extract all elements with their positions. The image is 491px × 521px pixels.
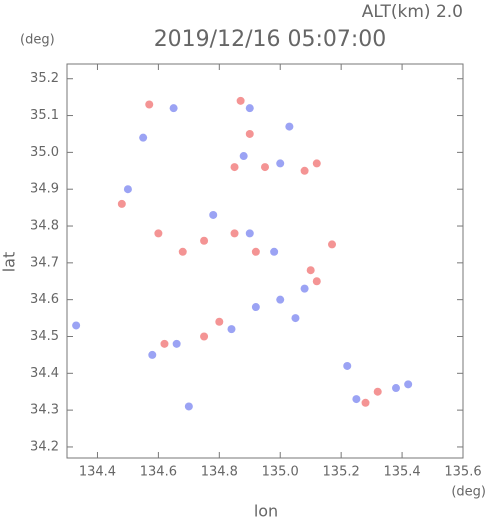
- point: [236, 96, 245, 105]
- point: [306, 266, 315, 275]
- point: [261, 163, 269, 172]
- point: [209, 210, 218, 219]
- point: [245, 129, 254, 138]
- y-tick-label: 34.3: [30, 403, 59, 418]
- point: [154, 229, 163, 238]
- x-tick-label: 134.4: [79, 465, 116, 480]
- point: [169, 104, 178, 113]
- point: [239, 152, 248, 161]
- point: [184, 402, 193, 411]
- point: [172, 339, 181, 348]
- x-unit: (deg): [451, 485, 486, 500]
- y-tick-label: 34.9: [30, 182, 59, 197]
- point: [270, 247, 279, 256]
- point: [148, 350, 157, 359]
- point: [160, 339, 169, 348]
- y-tick-label: 34.7: [30, 255, 59, 270]
- point: [312, 277, 321, 286]
- point: [200, 236, 209, 245]
- point: [300, 166, 309, 175]
- point: [352, 395, 361, 404]
- y-unit: (deg): [20, 33, 55, 48]
- point: [145, 100, 154, 109]
- point: [404, 380, 413, 389]
- x-tick-label: 135.4: [383, 465, 420, 480]
- y-tick-label: 34.5: [30, 329, 59, 344]
- point: [328, 240, 337, 249]
- y-tick-label: 34.8: [30, 219, 59, 234]
- point: [139, 133, 148, 142]
- point: [123, 185, 132, 194]
- point: [251, 247, 260, 256]
- point: [391, 384, 400, 393]
- point: [312, 159, 321, 168]
- y-tick-label: 35.1: [30, 108, 59, 123]
- chart-title: 2019/12/16 05:07:00: [154, 27, 387, 52]
- y-tick-label: 34.6: [30, 292, 59, 307]
- point: [117, 199, 126, 208]
- point: [72, 321, 81, 330]
- point: [245, 229, 254, 238]
- point: [291, 314, 300, 323]
- point: [251, 303, 260, 312]
- point: [227, 325, 236, 334]
- point: [373, 387, 382, 396]
- y-tick-label: 35.0: [30, 145, 59, 160]
- point: [200, 332, 209, 341]
- y-axis-label: lat: [0, 252, 19, 273]
- altitude: ALT(km) 2.0: [362, 2, 463, 22]
- point: [361, 398, 370, 407]
- x-tick-label: 135.0: [262, 465, 299, 480]
- point: [245, 104, 254, 113]
- point: [276, 295, 285, 304]
- point: [343, 361, 352, 370]
- x-tick-label: 135.6: [444, 465, 481, 480]
- point: [285, 122, 294, 131]
- point: [230, 229, 239, 238]
- x-tick-label: 134.8: [201, 465, 238, 480]
- x-tick-label: 135.2: [323, 465, 360, 480]
- point: [215, 317, 224, 326]
- point: [276, 159, 285, 168]
- x-axis-label: lon: [254, 502, 278, 521]
- point: [300, 284, 309, 293]
- point: [178, 247, 187, 256]
- y-tick-label: 34.4: [30, 366, 59, 381]
- y-tick-label: 35.2: [30, 71, 59, 86]
- y-tick-label: 34.2: [30, 439, 59, 454]
- plot-frame: [66, 63, 464, 459]
- point: [230, 163, 239, 172]
- x-tick-label: 134.6: [140, 465, 177, 480]
